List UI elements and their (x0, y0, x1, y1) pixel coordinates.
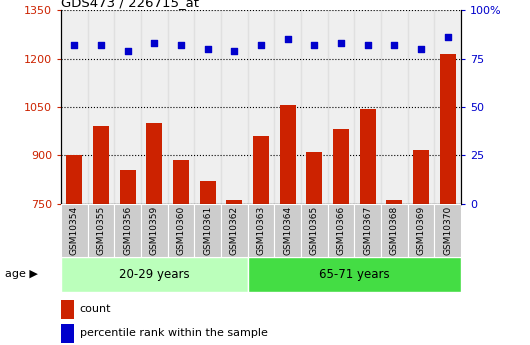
Bar (355, 10, 381, 204)
Text: GSM10354: GSM10354 (70, 206, 79, 255)
Point (417, 46, 426, 52)
Bar (226, 200, 242, 345)
Text: GSM10356: GSM10356 (123, 206, 132, 256)
Bar (66, 155, 82, 345)
Bar (301, 204, 328, 257)
Point (310, 42, 319, 48)
Text: GSM10367: GSM10367 (363, 206, 372, 256)
Bar (61, 10, 87, 204)
Text: GSM10360: GSM10360 (176, 206, 186, 256)
Bar (146, 123, 162, 345)
Bar (381, 10, 408, 204)
Bar (141, 204, 167, 257)
Bar (386, 200, 402, 345)
Point (444, 34, 452, 40)
Text: GSM10359: GSM10359 (150, 206, 159, 256)
Text: GSM10365: GSM10365 (310, 206, 319, 256)
Bar (435, 10, 461, 204)
Text: GSM10363: GSM10363 (257, 206, 266, 256)
Text: count: count (80, 304, 111, 314)
Bar (275, 204, 301, 257)
Point (150, 40, 158, 46)
Bar (167, 10, 195, 204)
Bar (435, 204, 461, 257)
Bar (221, 10, 248, 204)
Bar (248, 204, 275, 257)
Point (177, 42, 186, 48)
Text: percentile rank within the sample: percentile rank within the sample (80, 328, 267, 338)
Bar (87, 204, 114, 257)
Bar (408, 204, 435, 257)
Bar (280, 105, 296, 345)
Text: 20-29 years: 20-29 years (119, 268, 190, 281)
Bar (195, 10, 221, 204)
Point (337, 40, 346, 46)
Bar (93, 126, 109, 345)
Text: GSM10369: GSM10369 (417, 206, 426, 256)
Bar (87, 10, 114, 204)
Point (390, 42, 399, 48)
Text: age ▶: age ▶ (5, 269, 38, 279)
Bar (328, 10, 355, 204)
Bar (141, 10, 167, 204)
Bar (333, 129, 349, 345)
Text: GDS473 / 226715_at: GDS473 / 226715_at (61, 0, 199, 9)
Point (230, 48, 239, 54)
Text: GSM10370: GSM10370 (443, 206, 452, 256)
Bar (381, 204, 408, 257)
Bar (114, 10, 141, 204)
Point (70, 42, 78, 48)
Bar (275, 10, 301, 204)
Point (204, 46, 212, 52)
Point (364, 42, 372, 48)
Text: GSM10368: GSM10368 (390, 206, 399, 256)
Bar (360, 109, 376, 345)
Bar (306, 152, 322, 345)
Point (97, 42, 105, 48)
Bar (440, 54, 456, 345)
Bar (61, 204, 87, 257)
Bar (248, 257, 461, 292)
Text: GSM10366: GSM10366 (337, 206, 346, 256)
Bar (61, 257, 248, 292)
Text: GSM10362: GSM10362 (230, 206, 239, 255)
Bar (355, 204, 381, 257)
Text: GSM10355: GSM10355 (96, 206, 105, 256)
Bar (413, 150, 429, 345)
Bar (328, 204, 355, 257)
Bar (167, 204, 195, 257)
Bar (114, 204, 141, 257)
Text: GSM10361: GSM10361 (203, 206, 212, 256)
Bar (408, 10, 435, 204)
Bar (253, 136, 269, 345)
Bar (200, 181, 216, 345)
Point (123, 48, 132, 54)
Text: 65-71 years: 65-71 years (319, 268, 390, 281)
Bar (248, 10, 275, 204)
Point (257, 42, 266, 48)
Text: GSM10364: GSM10364 (283, 206, 292, 255)
Bar (301, 10, 328, 204)
Bar (173, 160, 189, 345)
Bar (221, 204, 248, 257)
Point (284, 37, 292, 42)
Bar (120, 170, 136, 345)
Bar (195, 204, 221, 257)
